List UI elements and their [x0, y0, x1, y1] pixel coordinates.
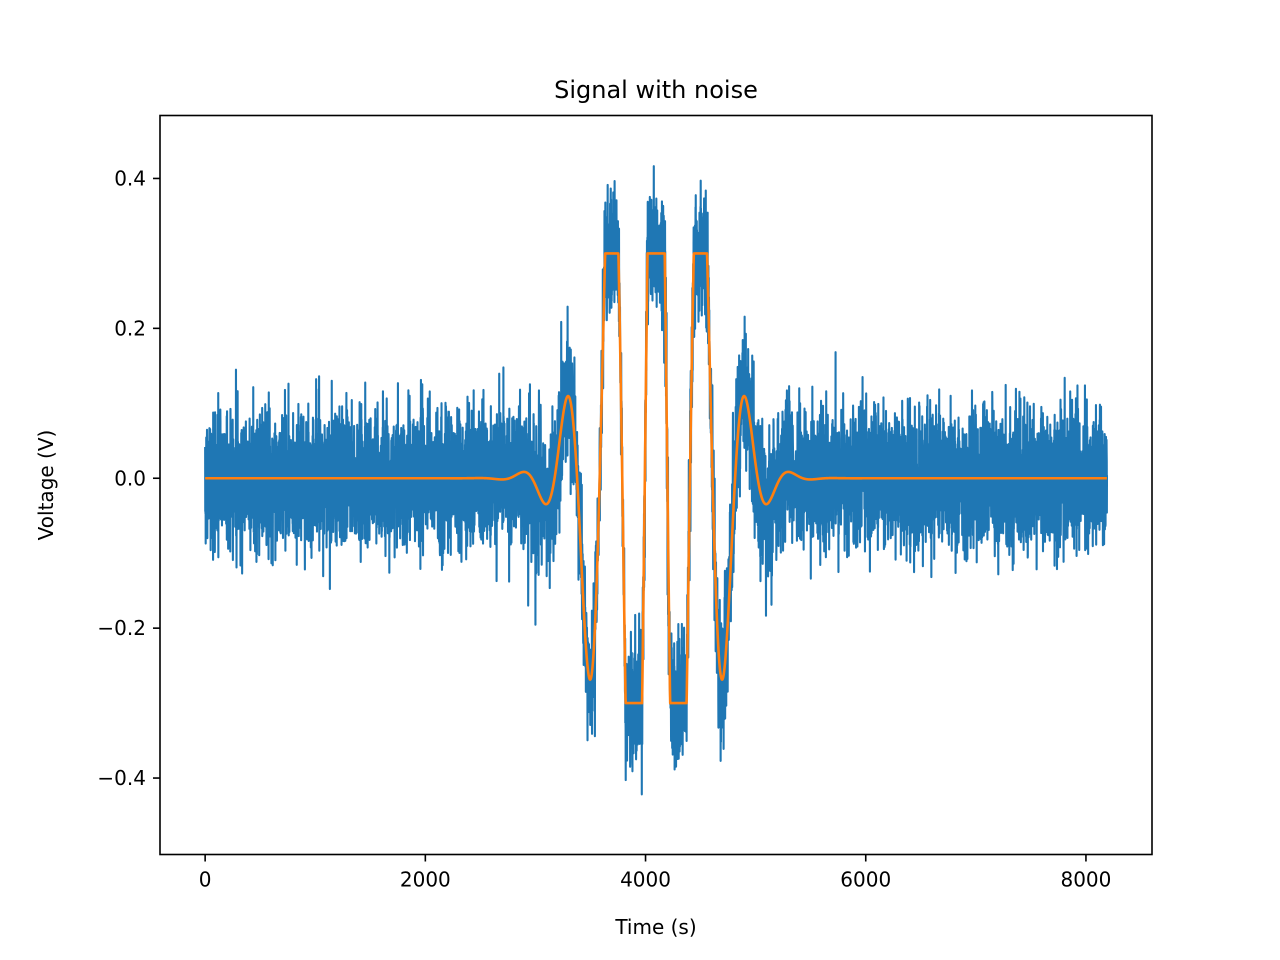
x-tick-label: 8000: [1060, 868, 1111, 892]
y-tick-label: −0.4: [97, 766, 146, 790]
series-line-clean: [204, 252, 1108, 705]
x-tick-label: 6000: [840, 868, 891, 892]
y-tick-label: 0.0: [114, 466, 146, 490]
y-axis-ticks: −0.4 −0.2 0.0 0.2 0.4: [97, 166, 160, 790]
series-layer: [204, 165, 1109, 796]
y-tick-label: 0.4: [114, 166, 146, 190]
plot-frame: [159, 114, 1153, 856]
chart-title: Signal with noise: [554, 76, 758, 104]
x-tick-label: 2000: [400, 868, 451, 892]
y-tick-label: −0.2: [97, 616, 146, 640]
y-tick-label: 0.2: [114, 316, 146, 340]
x-tick-label: 4000: [620, 868, 671, 892]
x-tick-label: 0: [199, 868, 212, 892]
x-axis-ticks: 0 2000 4000 6000 8000: [199, 854, 1111, 892]
y-axis-label: Voltage (V): [34, 430, 58, 541]
x-axis-label: Time (s): [614, 915, 696, 939]
